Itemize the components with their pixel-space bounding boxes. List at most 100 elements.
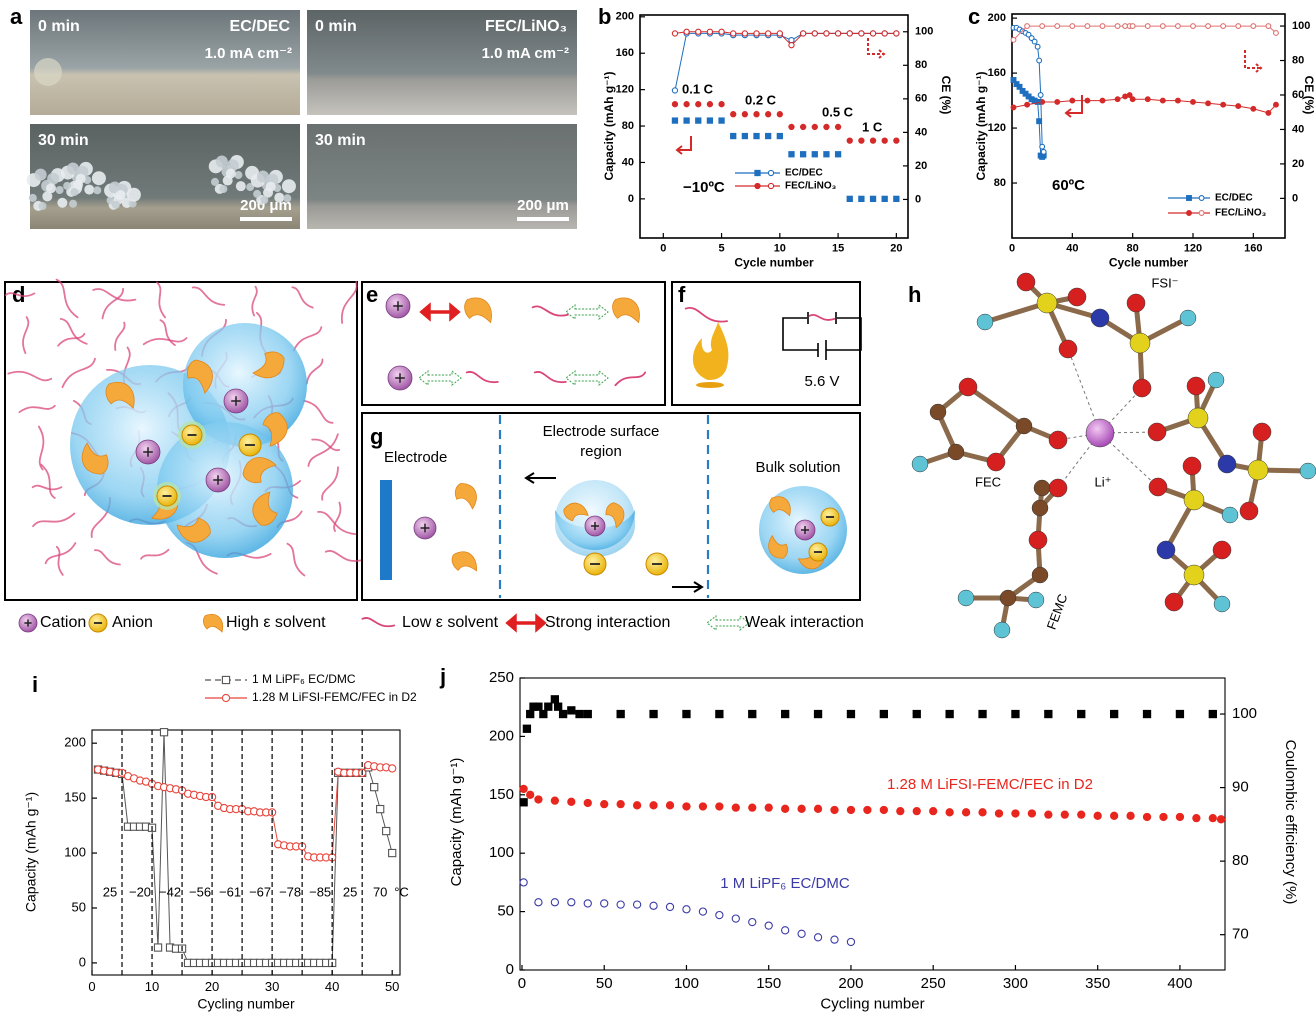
marker-circle [731, 112, 736, 117]
marker-circle [749, 919, 756, 926]
marker-circle [666, 903, 673, 910]
scale-bar-label: 200 μm [517, 197, 569, 214]
y2-tick-label: 100 [1292, 20, 1310, 32]
marker-circle [650, 802, 657, 809]
dendrite [46, 183, 56, 193]
marker-circle [831, 936, 838, 943]
low-e-solvent [325, 550, 361, 564]
low-e-solvent [305, 359, 324, 384]
x-tick-label: 250 [921, 975, 946, 992]
marker-circle [995, 810, 1002, 817]
marker-square [859, 196, 864, 201]
temperature-label: 25 [103, 884, 117, 899]
marker-square [801, 152, 806, 157]
marker-circle [1176, 813, 1183, 820]
marker-circle [789, 43, 794, 48]
marker-circle [880, 806, 887, 813]
marker-circle [1038, 93, 1043, 98]
bulk-label: Bulk solution [755, 459, 840, 476]
marker-square [812, 152, 817, 157]
strong-arrow [422, 306, 458, 318]
x-tick-label: 0 [518, 975, 526, 992]
legend-label: Strong interaction [545, 614, 670, 631]
marker-circle [551, 797, 558, 804]
low-e-solvent [33, 485, 62, 489]
marker-circle [1011, 37, 1016, 42]
marker-circle [719, 29, 724, 34]
marker-square [559, 710, 566, 717]
marker-circle [870, 138, 875, 143]
y2-tick-label: 100 [915, 26, 933, 38]
marker-square [683, 710, 690, 717]
marker-circle [666, 802, 673, 809]
dendrite [47, 173, 59, 185]
y-tick-label: 100 [489, 844, 514, 861]
y-tick-label: 200 [988, 12, 1006, 24]
marker-circle [1160, 24, 1165, 29]
chart: 0501001502002503003504000501001502002507… [448, 669, 1299, 1013]
flame [693, 322, 728, 380]
marker-circle [882, 31, 887, 36]
marker-circle [1251, 106, 1256, 111]
y-tick-label: 0 [79, 954, 86, 969]
atom [1184, 565, 1204, 585]
y2-tick-label: 70 [1232, 926, 1249, 943]
temperature-label: −61 [219, 884, 241, 899]
dendrite [56, 186, 64, 194]
dendrite [253, 190, 261, 198]
y2-tick-label: 100 [1232, 705, 1257, 722]
x-tick-label: 40 [325, 979, 339, 994]
atom [1222, 507, 1238, 523]
marker-square [568, 707, 575, 714]
atom [1032, 500, 1048, 516]
low-e-solvent [286, 543, 305, 577]
molecule-label: Li⁺ [1095, 474, 1112, 489]
marker-circle [617, 801, 624, 808]
marker-circle [766, 112, 771, 117]
marker-circle [801, 31, 806, 36]
current-label: 1.0 mA cm⁻² [205, 45, 292, 62]
legend-marker [1187, 196, 1192, 201]
marker-square [672, 118, 677, 123]
marker-square [870, 196, 875, 201]
legend-marker [768, 183, 773, 188]
marker-circle [835, 124, 840, 129]
x-tick-label: 120 [1184, 242, 1202, 254]
marker-circle [835, 31, 840, 36]
x-tick-label: 200 [838, 975, 863, 992]
marker-square [527, 710, 534, 717]
marker-circle [864, 806, 871, 813]
legend-marker [755, 170, 760, 175]
marker-circle [520, 879, 527, 886]
marker-circle [650, 902, 657, 909]
low-e-solvent [251, 287, 257, 316]
low-e-solvent [143, 336, 186, 344]
marker-circle [1206, 101, 1211, 106]
marker-circle [814, 934, 821, 941]
marker-circle [707, 29, 712, 34]
marker-circle [1012, 810, 1019, 817]
marker-circle [389, 765, 396, 772]
dendrite [282, 179, 296, 193]
y-axis-label: Capacity (mAh g⁻¹) [448, 758, 465, 887]
low-e-solvent [57, 333, 85, 346]
legend-marker [755, 183, 760, 188]
marker-circle [568, 798, 575, 805]
current-label: 1.0 mA cm⁻² [482, 45, 569, 62]
marker-square [894, 196, 899, 201]
dendrite [39, 202, 47, 210]
marker-circle [831, 806, 838, 813]
marker-circle [696, 29, 701, 34]
panel-letter: b [598, 4, 611, 29]
marker-circle [601, 900, 608, 907]
marker-circle [859, 138, 864, 143]
y2-tick-label: 80 [1292, 54, 1304, 66]
time-label: 0 min [315, 18, 357, 35]
atom [977, 314, 993, 330]
y-tick-label: 0 [628, 193, 634, 205]
low-e-solvent [362, 617, 394, 629]
marker-circle [520, 785, 527, 792]
atom [1208, 372, 1224, 388]
marker-square [551, 696, 558, 703]
low-e-solvent [466, 370, 498, 384]
